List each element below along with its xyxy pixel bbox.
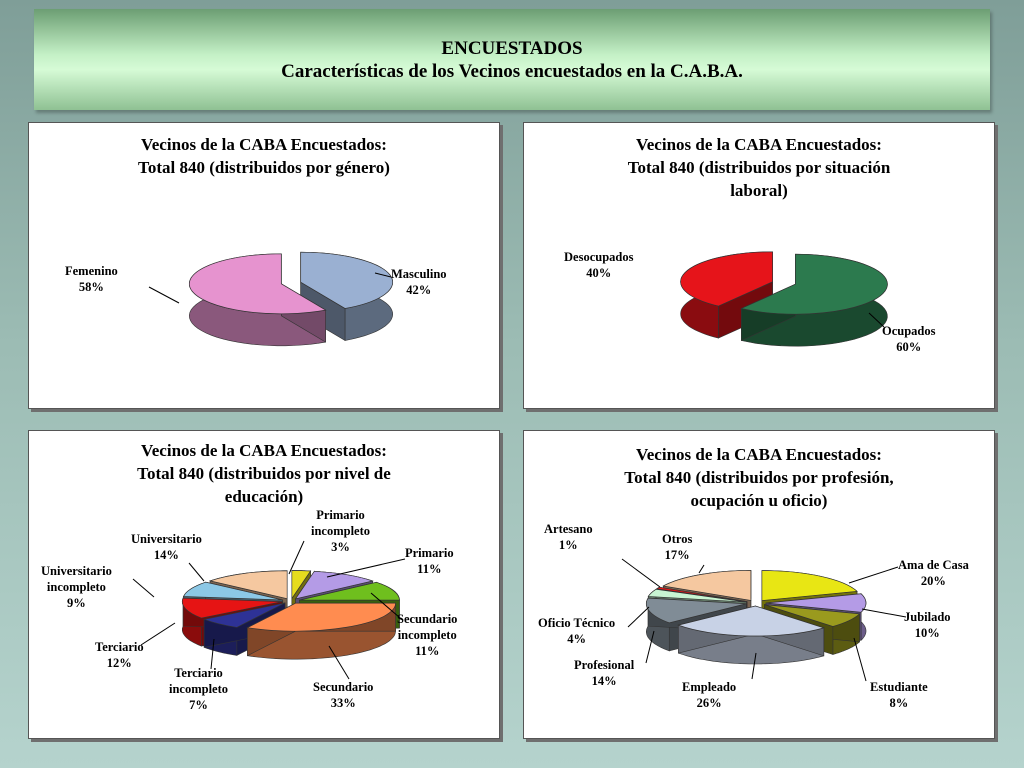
data-label-terciario-incompleto: Terciario incompleto 7% — [169, 666, 229, 712]
leader-line — [868, 312, 885, 328]
leader-line — [374, 272, 392, 278]
chart-title-line: educación) — [224, 487, 304, 506]
chart-title-line: Vecinos de la CABA Encuestados: — [141, 135, 387, 154]
data-label-secundario: Secundario 33% — [313, 680, 374, 710]
data-label-terciario: Terciario 12% — [95, 640, 144, 670]
leader-line — [645, 630, 655, 664]
pie-slice-secundario — [246, 602, 396, 660]
leader-line — [370, 592, 400, 618]
data-label-desocupados: Desocupados 40% — [564, 250, 634, 280]
chart-title-profesion: Vecinos de la CABA Encuestados: Total 84… — [524, 443, 994, 512]
data-label-primario-incompleto: Primario incompleto 3% — [311, 508, 371, 554]
leader-line — [621, 558, 661, 588]
pie-slice-desocupados — [680, 251, 773, 339]
data-label-universitario: Universitario 14% — [131, 532, 202, 562]
header-title: ENCUESTADOS — [441, 38, 583, 59]
chart-title-line: Total 840 (distribuidos por nivel de — [137, 464, 391, 483]
data-label-artesano: Artesano 1% — [544, 522, 593, 552]
chart-title-genero: Vecinos de la CABA Encuestados: Total 84… — [29, 133, 499, 179]
leader-line — [848, 566, 899, 584]
data-label-femenino: Femenino 58% — [65, 264, 118, 294]
data-label-profesional: Profesional 14% — [574, 658, 635, 688]
chart-title-line: Vecinos de la CABA Encuestados: — [636, 135, 882, 154]
leader-line — [140, 622, 176, 646]
data-label-ocupados: Ocupados 60% — [882, 324, 936, 354]
data-label-ama-de-casa: Ama de Casa 20% — [898, 558, 969, 588]
chart-panel-educacion: Vecinos de la CABA Encuestados: Total 84… — [28, 430, 500, 739]
pie-chart-profesion — [621, 558, 907, 682]
pie-slice-empleado — [677, 605, 826, 665]
leader-line — [861, 608, 907, 618]
pie-slice-femenino — [188, 253, 327, 347]
data-label-primario: Primario 11% — [405, 546, 454, 576]
data-label-masculino: Masculino 42% — [391, 267, 447, 297]
chart-title-line: Total 840 (distribuidos por género) — [138, 158, 390, 177]
data-label-jubilado: Jubilado 10% — [904, 610, 951, 640]
chart-title-line: ocupación u oficio) — [690, 491, 828, 510]
data-label-universitario-incompleto: Universitario incompleto 9% — [41, 564, 112, 610]
leader-line — [132, 578, 155, 598]
leader-line — [698, 564, 705, 574]
chart-title-laboral: Vecinos de la CABA Encuestados: Total 84… — [524, 133, 994, 202]
chart-title-line: Vecinos de la CABA Encuestados: — [141, 441, 387, 460]
leader-line — [328, 645, 350, 680]
pie-chart-educacion — [132, 540, 406, 680]
header-subtitle: Características de los Vecinos encuestad… — [281, 61, 743, 82]
chart-title-line: Total 840 (distribuidos por situación — [627, 158, 891, 177]
chart-title-line: Vecinos de la CABA Encuestados: — [636, 445, 882, 464]
data-label-estudiante: Estudiante 8% — [870, 680, 928, 710]
data-label-oficio-tecnico: Oficio Técnico 4% — [538, 616, 616, 646]
leader-line — [288, 540, 305, 575]
chart-title-educacion: Vecinos de la CABA Encuestados: Total 84… — [29, 439, 499, 508]
leader-line — [210, 638, 215, 670]
data-label-otros: Otros 17% — [662, 532, 693, 562]
chart-title-line: Total 840 (distribuidos por profesión, — [624, 468, 894, 487]
pie-slice-ocupados — [740, 253, 888, 347]
chart-title-line: laboral) — [730, 181, 788, 200]
leader-line — [853, 637, 867, 682]
header-banner: ENCUESTADOS Características de los Vecin… — [34, 9, 990, 110]
data-label-secundario-incompleto: Secundario incompleto 11% — [397, 612, 458, 658]
leader-line — [627, 606, 650, 628]
pie-chart-genero — [148, 251, 394, 347]
leader-line — [326, 558, 406, 578]
data-label-empleado: Empleado 26% — [682, 680, 737, 710]
chart-panel-profesion: Vecinos de la CABA Encuestados: Total 84… — [523, 430, 995, 739]
leader-line — [148, 286, 180, 304]
chart-panel-genero: Vecinos de la CABA Encuestados: Total 84… — [28, 122, 500, 409]
pie-chart-laboral — [680, 251, 888, 347]
leader-line — [751, 652, 757, 680]
chart-panel-laboral: Vecinos de la CABA Encuestados: Total 84… — [523, 122, 995, 409]
leader-line — [188, 562, 205, 582]
